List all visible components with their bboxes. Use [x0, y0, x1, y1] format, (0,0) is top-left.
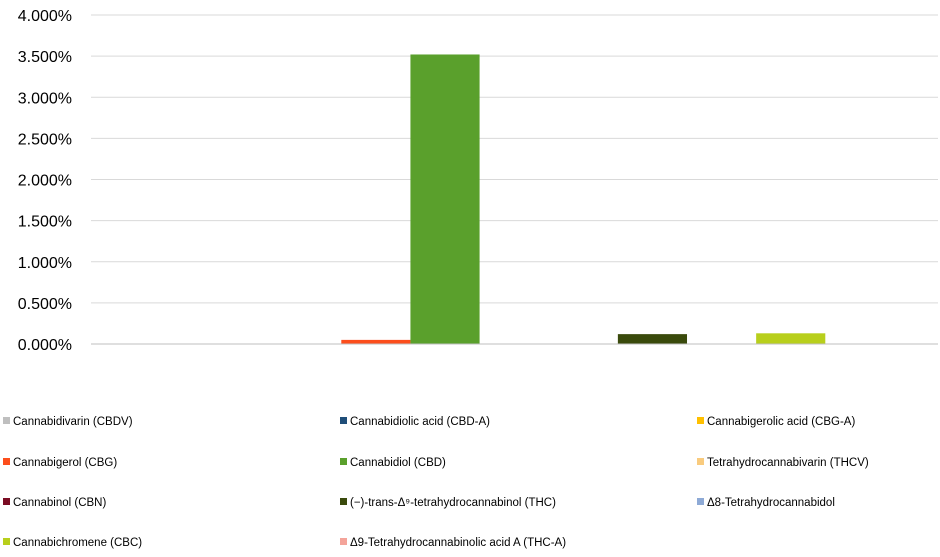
legend-item: (−)-trans-Δ⁹-tetrahydrocannabinol (THC)	[340, 497, 556, 509]
legend-swatch	[697, 458, 704, 465]
bar	[617, 334, 688, 344]
bar	[756, 333, 826, 344]
legend-label: Cannabigerol (CBG)	[13, 457, 117, 469]
legend-item: Δ9-Tetrahydrocannabinolic acid A (THC-A)	[340, 537, 566, 549]
legend-swatch	[340, 538, 347, 545]
bars	[341, 54, 826, 344]
y-tick-label: 0.500%	[18, 296, 72, 313]
legend-swatch	[340, 498, 347, 505]
legend-label: Cannabinol (CBN)	[13, 497, 106, 509]
legend-swatch	[340, 458, 347, 465]
y-tick-label: 4.000%	[18, 8, 72, 25]
legend-item: Cannabigerolic acid (CBG-A)	[697, 416, 855, 428]
bar	[341, 339, 411, 344]
legend-item: Cannabichromene (CBC)	[3, 537, 142, 549]
legend-label: Δ8-Tetrahydrocannabidol	[707, 497, 835, 509]
legend-swatch	[3, 417, 10, 424]
legend-label: Cannabidiol (CBD)	[350, 457, 446, 469]
y-tick-label: 2.000%	[18, 173, 72, 190]
legend-item: Cannabigerol (CBG)	[3, 457, 117, 469]
y-tick-label: 3.500%	[18, 49, 72, 66]
legend-label: (−)-trans-Δ⁹-tetrahydrocannabinol (THC)	[350, 497, 556, 509]
bar	[410, 54, 480, 344]
legend-label: Tetrahydrocannabivarin (THCV)	[707, 457, 869, 469]
y-axis-ticks: 0.000% 0.500% 1.000% 1.500% 2.000% 2.500% 3.00…	[18, 8, 72, 354]
legend-swatch	[697, 498, 704, 505]
legend-item: Cannabinol (CBN)	[3, 497, 106, 509]
y-tick-label: 0.000%	[18, 337, 72, 354]
legend-swatch	[3, 458, 10, 465]
legend-item: Cannabidivarin (CBDV)	[3, 416, 133, 428]
legend-swatch	[697, 417, 704, 424]
y-tick-label: 1.000%	[18, 255, 72, 272]
legend-swatch	[3, 498, 10, 505]
legend-item: Cannabidiol (CBD)	[340, 457, 446, 469]
legend: Cannabidivarin (CBDV) Cannabidiolic acid …	[3, 416, 869, 549]
legend-swatch	[340, 417, 347, 424]
legend-label: Δ9-Tetrahydrocannabinolic acid A (THC-A)	[350, 537, 566, 549]
legend-label: Cannabidivarin (CBDV)	[13, 416, 133, 428]
y-tick-label: 3.000%	[18, 90, 72, 107]
legend-label: Cannabigerolic acid (CBG-A)	[707, 416, 855, 428]
legend-swatch	[3, 538, 10, 545]
legend-item: Cannabidiolic acid (CBD-A)	[340, 416, 490, 428]
y-tick-label: 1.500%	[18, 214, 72, 231]
legend-item: Tetrahydrocannabivarin (THCV)	[697, 457, 869, 469]
legend-item: Δ8-Tetrahydrocannabidol	[697, 497, 835, 509]
legend-label: Cannabidiolic acid (CBD-A)	[350, 416, 490, 428]
legend-label: Cannabichromene (CBC)	[13, 537, 142, 549]
gridlines	[91, 14, 938, 304]
y-tick-label: 2.500%	[18, 131, 72, 148]
